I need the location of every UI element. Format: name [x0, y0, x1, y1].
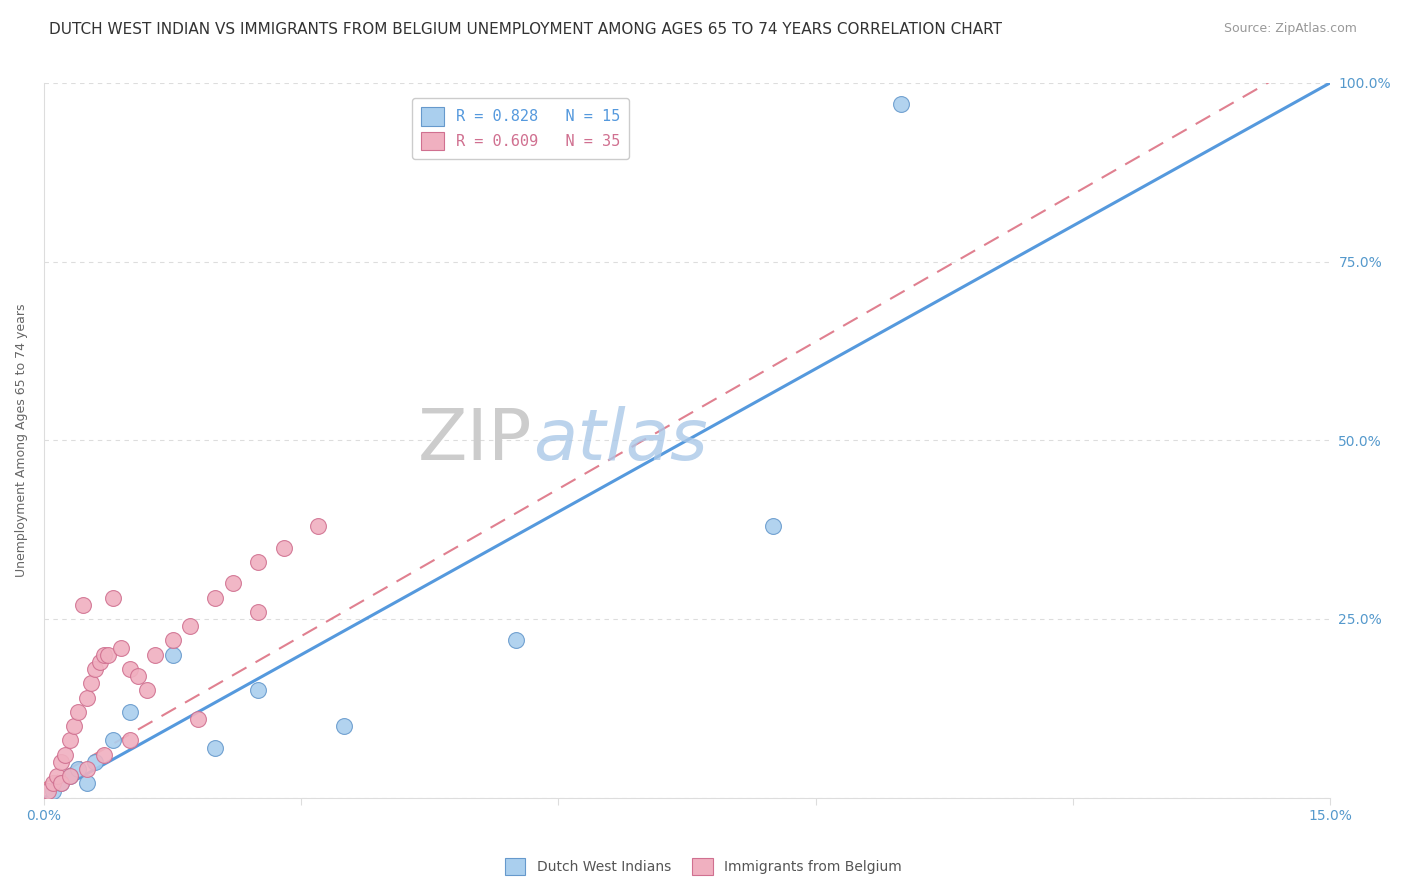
Point — [37, 783, 59, 797]
Point — [67, 762, 90, 776]
Point — [101, 591, 124, 605]
Text: atlas: atlas — [533, 406, 707, 475]
Point — [80, 676, 103, 690]
Point — [505, 633, 527, 648]
Text: Source: ZipAtlas.com: Source: ZipAtlas.com — [1223, 22, 1357, 36]
Point — [890, 97, 912, 112]
Point — [89, 655, 111, 669]
Point — [49, 755, 72, 769]
Point — [45, 769, 67, 783]
Y-axis label: Unemployment Among Ages 65 to 74 years: Unemployment Among Ages 65 to 74 years — [15, 303, 28, 577]
Point — [41, 783, 63, 797]
Point — [101, 733, 124, 747]
Legend: R = 0.828   N = 15, R = 0.609   N = 35: R = 0.828 N = 15, R = 0.609 N = 35 — [412, 98, 630, 160]
Point — [59, 769, 82, 783]
Point — [49, 776, 72, 790]
Point — [41, 776, 63, 790]
Point — [118, 705, 141, 719]
Point — [49, 776, 72, 790]
Point — [63, 719, 86, 733]
Point — [93, 747, 115, 762]
Point — [67, 705, 90, 719]
Point — [127, 669, 149, 683]
Point — [247, 683, 270, 698]
Point — [93, 648, 115, 662]
Point — [59, 769, 82, 783]
Point — [118, 662, 141, 676]
Point — [84, 662, 107, 676]
Point — [97, 648, 120, 662]
Point — [187, 712, 209, 726]
Point — [221, 576, 243, 591]
Point — [247, 605, 270, 619]
Point — [135, 683, 157, 698]
Point — [76, 762, 98, 776]
Text: ZIP: ZIP — [418, 406, 533, 475]
Point — [84, 755, 107, 769]
Point — [204, 740, 226, 755]
Point — [145, 648, 167, 662]
Point — [72, 598, 94, 612]
Point — [55, 747, 77, 762]
Point — [333, 719, 356, 733]
Legend: Dutch West Indians, Immigrants from Belgium: Dutch West Indians, Immigrants from Belg… — [499, 853, 907, 880]
Point — [273, 541, 295, 555]
Point — [162, 648, 184, 662]
Point — [76, 690, 98, 705]
Point — [162, 633, 184, 648]
Point — [76, 776, 98, 790]
Point — [307, 519, 329, 533]
Text: DUTCH WEST INDIAN VS IMMIGRANTS FROM BELGIUM UNEMPLOYMENT AMONG AGES 65 TO 74 YE: DUTCH WEST INDIAN VS IMMIGRANTS FROM BEL… — [49, 22, 1002, 37]
Point — [762, 519, 785, 533]
Point — [247, 555, 270, 569]
Point — [118, 733, 141, 747]
Point — [179, 619, 201, 633]
Point — [204, 591, 226, 605]
Point — [59, 733, 82, 747]
Point — [110, 640, 132, 655]
